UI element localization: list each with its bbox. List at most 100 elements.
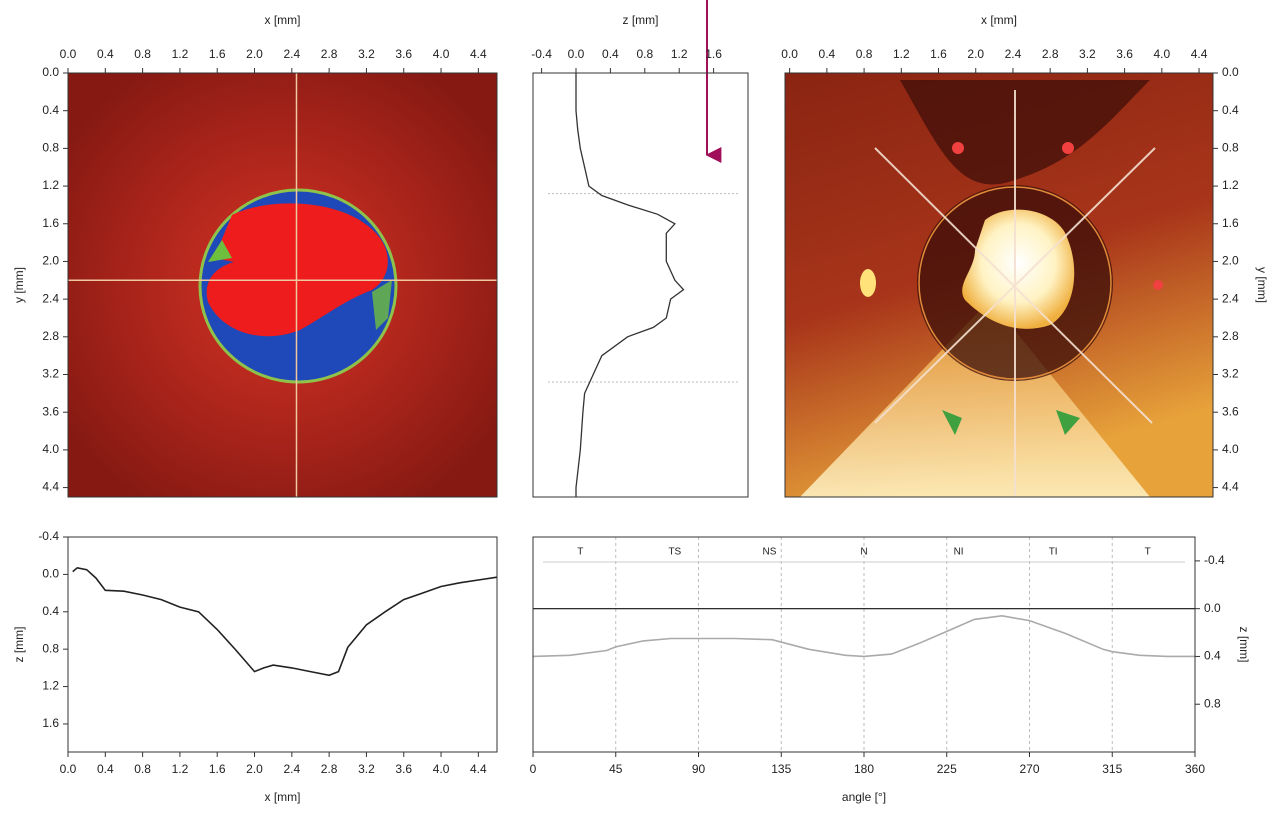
x-tick-label: 2.4 (1005, 47, 1022, 61)
x-tick-label: 1.2 (172, 762, 189, 776)
y-tick-label: 0.0 (42, 65, 59, 79)
y-tick-label: 1.2 (1222, 178, 1239, 192)
x-tick-label: 4.4 (470, 762, 487, 776)
x-tick-label: 2.0 (967, 47, 984, 61)
plot-frame (68, 537, 497, 752)
x-tick-label: -0.4 (531, 47, 552, 61)
y-axis-title: z [mm] (12, 627, 26, 663)
y-tick-label: 4.4 (1222, 480, 1239, 494)
x-tick-label: 3.2 (358, 47, 375, 61)
data-line (73, 568, 497, 676)
y-tick-label: 2.0 (42, 254, 59, 268)
x-tick-label: 180 (854, 762, 874, 776)
y-tick-label: 0.8 (42, 641, 59, 655)
x-tick-label: 1.6 (209, 762, 226, 776)
y-tick-label: 0.0 (1204, 601, 1221, 615)
y-tick-label: 3.6 (42, 404, 59, 418)
x-tick-label: 3.6 (395, 762, 412, 776)
x-tick-label: 0.8 (134, 47, 151, 61)
x-tick-label: 225 (937, 762, 957, 776)
x-tick-label: 0.0 (781, 47, 798, 61)
x-tick-label: 45 (609, 762, 623, 776)
y-tick-label: 3.2 (1222, 367, 1239, 381)
x-tick-label: 4.0 (1153, 47, 1170, 61)
y-tick-label: 4.4 (42, 480, 59, 494)
x-tick-label: 0.0 (60, 762, 77, 776)
x-tick-label: 3.2 (358, 762, 375, 776)
x-tick-label: 0.4 (602, 47, 619, 61)
x-tick-label: 1.2 (172, 47, 189, 61)
y-tick-label: 0.8 (1222, 141, 1239, 155)
x-tick-label: 1.6 (705, 47, 722, 61)
x-tick-label: 3.6 (395, 47, 412, 61)
x-tick-label: 3.6 (1116, 47, 1133, 61)
x-tick-label: 2.0 (246, 762, 263, 776)
y-tick-label: 1.6 (42, 216, 59, 230)
y-tick-label: 0.8 (42, 141, 59, 155)
y-tick-label: 2.0 (1222, 254, 1239, 268)
sector-label: N (860, 547, 867, 558)
y-tick-label: 0.4 (1204, 649, 1221, 663)
marker (952, 142, 964, 154)
x-tick-label: 4.4 (1191, 47, 1208, 61)
x-axis-title: x [mm] (265, 13, 301, 27)
y-tick-label: 0.4 (42, 604, 59, 618)
y-tick-label: 1.2 (42, 178, 59, 192)
y-tick-label: 1.6 (42, 716, 59, 730)
marker (1153, 280, 1163, 290)
x-tick-label: 0.0 (568, 47, 585, 61)
y-tick-label: 3.6 (1222, 404, 1239, 418)
x-tick-label: 0.8 (856, 47, 873, 61)
x-tick-label: 4.0 (433, 762, 450, 776)
x-axis-title: x [mm] (265, 790, 301, 804)
sector-label: TI (1049, 547, 1058, 558)
y-tick-label: -0.4 (38, 529, 59, 543)
y-axis-title: z [mm] (1237, 627, 1251, 663)
y-tick-label: 1.6 (1222, 216, 1239, 230)
x-tick-label: 2.8 (321, 47, 338, 61)
x-tick-label: 2.8 (1042, 47, 1059, 61)
x-tick-label: 0.4 (819, 47, 836, 61)
y-tick-label: -0.4 (1204, 553, 1225, 567)
x-tick-label: 135 (771, 762, 791, 776)
sector-label: TS (668, 547, 681, 558)
x-tick-label: 0.8 (134, 762, 151, 776)
y-tick-label: 0.4 (42, 103, 59, 117)
x-tick-label: 2.0 (246, 47, 263, 61)
sector-label: T (1145, 547, 1151, 558)
y-tick-label: 0.0 (1222, 65, 1239, 79)
sector-label: T (577, 547, 583, 558)
x-tick-label: 1.6 (930, 47, 947, 61)
x-tick-label: 1.2 (893, 47, 910, 61)
x-tick-label: 2.4 (283, 762, 300, 776)
y-tick-label: 0.4 (1222, 103, 1239, 117)
y-tick-label: 3.2 (42, 367, 59, 381)
x-tick-label: 4.4 (470, 47, 487, 61)
fundus-image (785, 73, 1213, 497)
plot-frame (533, 73, 748, 497)
y-axis-title: y [mm] (12, 267, 26, 303)
x-tick-label: 0 (530, 762, 537, 776)
y-tick-label: 4.0 (42, 442, 59, 456)
x-tick-label: 4.0 (433, 47, 450, 61)
x-tick-label: 90 (692, 762, 706, 776)
y-tick-label: 2.8 (1222, 329, 1239, 343)
y-tick-label: 2.8 (42, 329, 59, 343)
y-tick-label: 2.4 (1222, 291, 1239, 305)
y-tick-label: 0.8 (1204, 696, 1221, 710)
y-tick-label: 2.4 (42, 291, 59, 305)
figure: 0.0 0.4 0.8 1.2 1.6 2.0 2.4 2.8 3.2 3.6 4.0 4.4 x [m… (0, 0, 1282, 815)
x-tick-label: 1.2 (671, 47, 688, 61)
x-tick-label: 0.4 (97, 762, 114, 776)
x-tick-label: 1.6 (209, 47, 226, 61)
sector-label: NI (954, 547, 964, 558)
x-tick-label: 2.8 (321, 762, 338, 776)
y-tick-label: 4.0 (1222, 442, 1239, 456)
x-tick-label: 360 (1185, 762, 1205, 776)
x-axis-title: z [mm] (623, 13, 659, 27)
marker (1062, 142, 1074, 154)
x-tick-label: 0.0 (60, 47, 77, 61)
x-tick-label: 2.4 (283, 47, 300, 61)
sector-label: NS (762, 547, 776, 558)
y-axis-title: y [mm] (1255, 267, 1269, 303)
